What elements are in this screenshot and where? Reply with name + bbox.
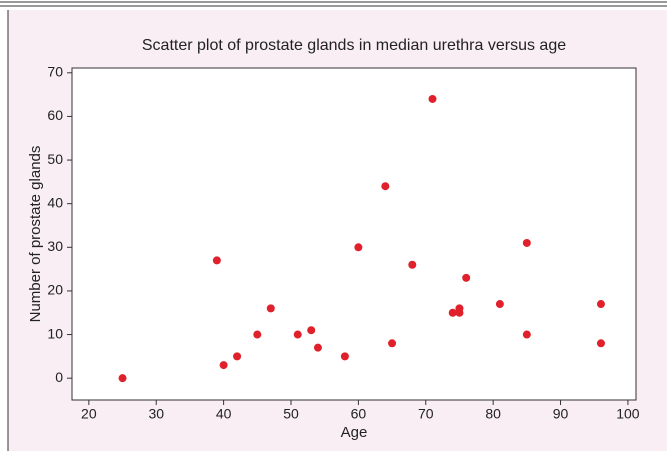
point <box>253 330 262 339</box>
point <box>388 339 397 348</box>
point <box>428 94 437 103</box>
x-axis-label: Age <box>341 424 368 441</box>
point <box>266 304 275 313</box>
point <box>219 361 228 370</box>
point <box>233 352 242 361</box>
y-tick-label: 10 <box>47 325 63 341</box>
x-tick-label: 30 <box>148 406 164 422</box>
point <box>408 260 417 269</box>
point <box>596 339 605 348</box>
chart-title: Scatter plot of prostate glands in media… <box>142 37 566 54</box>
point <box>212 256 221 265</box>
y-tick-label: 70 <box>47 64 63 80</box>
x-tick-label: 70 <box>418 406 434 422</box>
x-tick-label: 90 <box>553 406 569 422</box>
x-tick-label: 60 <box>351 406 367 422</box>
point <box>462 273 471 282</box>
point <box>313 343 322 352</box>
x-tick-label: 80 <box>485 406 501 422</box>
y-tick-label: 20 <box>47 282 63 298</box>
x-tick-label: 100 <box>616 406 640 422</box>
y-tick-label: 0 <box>55 369 63 385</box>
x-tick-label: 40 <box>216 406 232 422</box>
point <box>118 374 127 383</box>
x-tick-label: 50 <box>283 406 299 422</box>
point <box>522 238 531 247</box>
point <box>307 326 316 335</box>
y-axis-label: Number of prostate glands <box>27 146 44 323</box>
x-tick-label: 20 <box>81 406 97 422</box>
point <box>381 182 390 191</box>
y-tick-label: 50 <box>47 151 63 167</box>
point <box>596 300 605 309</box>
y-tick-label: 40 <box>47 194 63 210</box>
point <box>293 330 302 339</box>
point <box>354 243 363 252</box>
point <box>495 300 504 309</box>
point <box>455 308 464 317</box>
point <box>340 352 349 361</box>
plot-area <box>71 67 637 401</box>
y-tick-label: 60 <box>47 107 63 123</box>
point <box>522 330 531 339</box>
y-tick-label: 30 <box>47 238 63 254</box>
point <box>448 308 457 317</box>
